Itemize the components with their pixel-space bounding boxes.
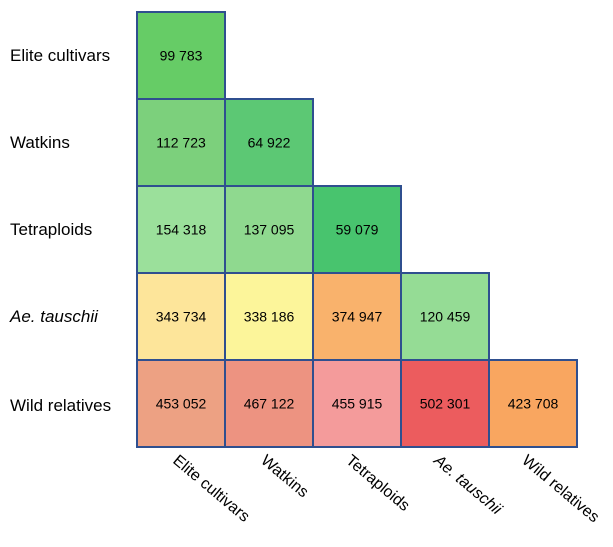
cell-value-wild-relatives-wild-relatives: 423 708: [508, 396, 559, 412]
heatmap-cells: 99 783 112 723 64 922 154 318 137 095 59 079 3…: [136, 11, 578, 448]
cell-value-tetraploids-watkins: 137 095: [244, 222, 295, 238]
col-label-watkins: Watkins: [257, 452, 311, 501]
cell-value-elite-cultivars-elite-cultivars: 99 783: [160, 48, 203, 64]
col-label-tetraploids: Tetraploids: [342, 452, 412, 515]
cell-value-ae-tauschii-ae-tauschii: 120 459: [420, 309, 471, 325]
cell-value-ae-tauschii-tetraploids: 374 947: [332, 309, 383, 325]
cell-value-wild-relatives-elite-cultivars: 453 052: [156, 396, 207, 412]
cell-wild-relatives-tetraploids: [312, 359, 402, 448]
cell-elite-cultivars-elite-cultivars: [136, 11, 226, 100]
row-label-watkins: Watkins: [10, 133, 70, 152]
col-label-wild-relatives: Wild relatives: [518, 452, 602, 526]
cell-value-ae-tauschii-watkins: 338 186: [244, 309, 295, 325]
cell-wild-relatives-ae-tauschii: [400, 359, 490, 448]
cell-value-watkins-elite-cultivars: 112 723: [156, 135, 206, 151]
row-label-ae-tauschii: Ae. tauschii: [9, 307, 99, 326]
cell-value-tetraploids-tetraploids: 59 079: [336, 222, 379, 238]
cell-value-wild-relatives-watkins: 467 122: [244, 396, 295, 412]
cell-wild-relatives-watkins: [224, 359, 314, 448]
cell-ae-tauschii-ae-tauschii: [400, 272, 490, 361]
cell-value-watkins-watkins: 64 922: [248, 135, 291, 151]
col-label-elite-cultivars: Elite cultivars: [169, 452, 252, 526]
cell-value-ae-tauschii-elite-cultivars: 343 734: [156, 309, 207, 325]
row-label-wild-relatives: Wild relatives: [10, 396, 111, 415]
cell-value-wild-relatives-ae-tauschii: 502 301: [420, 396, 471, 412]
cell-watkins-elite-cultivars: [136, 98, 226, 187]
cell-wild-relatives-wild-relatives: [488, 359, 578, 448]
cell-value-tetraploids-elite-cultivars: 154 318: [156, 222, 207, 238]
row-label-elite-cultivars: Elite cultivars: [10, 46, 110, 65]
col-label-ae-tauschii: Ae. tauschii: [430, 451, 505, 518]
cell-ae-tauschii-watkins: [224, 272, 314, 361]
cell-value-wild-relatives-tetraploids: 455 915: [332, 396, 383, 412]
row-label-tetraploids: Tetraploids: [10, 220, 92, 239]
cell-tetraploids-tetraploids: [312, 185, 402, 274]
